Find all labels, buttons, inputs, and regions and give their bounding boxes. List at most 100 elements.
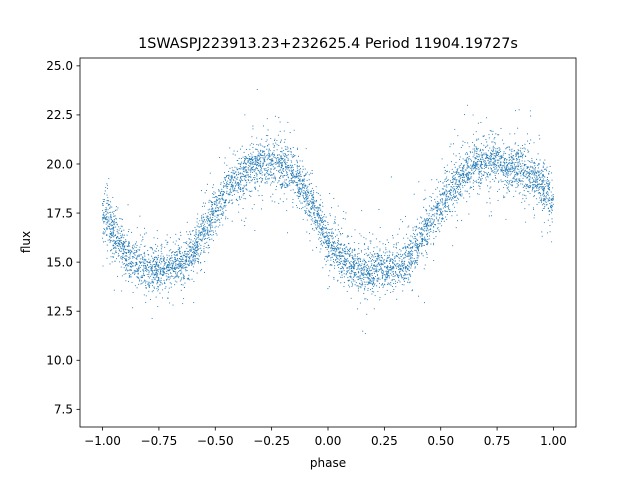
data-point [211,201,213,204]
data-point [245,183,247,185]
data-point [478,154,480,156]
data-point [461,169,463,171]
data-point [539,200,541,202]
data-point [384,252,386,254]
data-point [139,215,141,217]
data-point [130,276,132,278]
data-point [433,205,435,207]
data-point [552,203,554,205]
data-point [104,209,106,211]
data-point [340,276,342,278]
data-point [535,180,537,182]
data-point [425,210,427,212]
data-point [457,168,459,170]
data-point [236,159,238,162]
data-point [203,230,205,232]
data-point [338,231,340,233]
data-point [354,274,356,276]
data-point [449,209,451,211]
data-point [446,210,448,213]
data-point [547,191,549,193]
data-point [379,250,381,252]
data-point [126,234,128,236]
data-point [441,198,443,200]
data-point [299,176,301,178]
data-point [253,156,255,158]
data-point [301,208,303,210]
data-point [309,240,311,242]
data-point [272,143,274,145]
data-point [445,216,447,218]
data-point [306,201,308,203]
data-point [170,249,172,251]
data-point [206,219,208,221]
data-point [313,205,315,207]
data-point [408,279,410,281]
data-point [110,249,112,252]
data-point [363,292,365,295]
data-point [322,241,324,243]
data-point [434,231,436,233]
data-point [281,184,283,186]
data-point [507,174,509,177]
data-point [313,208,315,210]
data-point [517,127,519,129]
data-point [112,221,114,223]
data-point [266,159,268,161]
data-point [478,156,480,158]
data-point [331,252,333,254]
data-point [436,212,438,214]
data-point [315,222,317,224]
data-point [269,174,271,177]
data-point [363,273,365,275]
data-point [459,176,461,178]
data-point [533,217,535,219]
data-point [136,268,138,270]
data-point [466,180,468,182]
data-point [548,173,550,175]
data-point [520,153,522,155]
data-point [349,263,351,265]
data-point [204,226,206,228]
data-point [376,285,378,287]
data-point [252,178,254,180]
data-point [478,168,480,170]
data-point [523,150,525,152]
data-point [292,170,294,172]
data-point [166,234,168,236]
data-point [208,244,210,246]
data-point [350,264,352,266]
data-point [470,164,472,166]
data-point [397,233,399,235]
data-point [192,255,195,257]
data-point [305,212,307,214]
data-point [214,219,216,221]
data-point [298,186,300,188]
data-point [416,247,418,249]
data-point [414,249,416,251]
data-point [109,205,111,207]
data-point [257,144,260,146]
data-point [356,285,358,287]
data-point [384,274,387,276]
data-point [477,166,479,169]
data-point [200,270,202,272]
data-point [300,188,302,190]
data-point [284,169,287,171]
data-point [420,242,422,244]
data-point [123,273,125,275]
data-point [505,161,507,163]
data-point [344,263,346,266]
data-point [525,177,527,179]
data-point [278,163,280,165]
data-point [285,174,287,177]
data-point [315,201,317,203]
data-point [159,268,161,270]
data-point [539,184,542,186]
data-point [432,192,434,195]
data-point [528,172,530,174]
data-point [188,257,190,259]
data-point [353,241,355,244]
data-point [176,273,178,275]
data-point [296,148,299,150]
